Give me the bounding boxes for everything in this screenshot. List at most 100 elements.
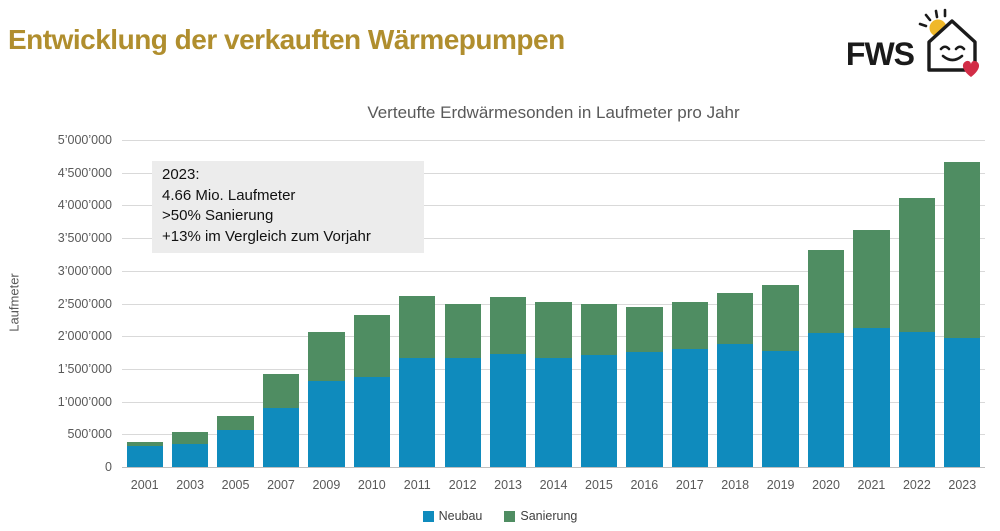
bar-column-2022 (894, 140, 939, 467)
bar-segment-sanierung-2011 (399, 295, 436, 358)
bar-segment-neubau-2014 (535, 358, 572, 467)
bar-segment-neubau-2018 (717, 344, 754, 467)
y-axis-ticks: 0 500’000 1’000’000 1’500’000 2’000’000 2’500… (0, 133, 113, 474)
legend: Neubau Sanierung (0, 509, 1000, 523)
annotation-box: 2023: 4.66 Mio. Laufmeter >50% Sanierung… (152, 161, 424, 253)
bar-segment-neubau-2005 (217, 430, 254, 467)
bar-segment-sanierung-2005 (217, 416, 254, 431)
bar-2005 (217, 416, 254, 467)
sun-rays-icon (918, 8, 947, 28)
bar-2021 (853, 229, 890, 467)
x-tick-label: 2003 (176, 478, 205, 492)
bar-2014 (535, 302, 572, 467)
bar-2012 (444, 303, 481, 467)
bar-segment-sanierung-2007 (262, 373, 300, 408)
y-tick-label: 1’000’000 (57, 394, 112, 409)
y-tick-label: 1’500’000 (57, 361, 112, 376)
bar-segment-neubau-2007 (262, 407, 300, 467)
annotation-line: >50% Sanierung (162, 207, 274, 224)
gridline (122, 205, 985, 207)
bar-column-2018 (712, 140, 757, 467)
bar-segment-sanierung-2018 (717, 293, 754, 345)
house-outline-icon (927, 19, 977, 72)
y-tick-label: 0 (105, 460, 112, 474)
bar-column-2012 (440, 140, 485, 467)
bar-segment-neubau-2019 (762, 351, 799, 467)
bar-segment-neubau-2011 (399, 357, 436, 467)
bar-segment-sanierung-2015 (580, 303, 618, 356)
bar-segment-neubau-2023 (944, 337, 981, 467)
x-tick-label: 2013 (494, 478, 522, 492)
bar-segment-neubau-2022 (898, 331, 936, 467)
annotation-line: +13% im Vergleich zum Vorjahr (162, 227, 371, 245)
page-title: Entwicklung der verkauften Wärmepumpen (8, 24, 565, 55)
x-tick-label: 2009 (312, 478, 341, 492)
sanierung-swatch-icon (504, 510, 516, 522)
bar-2013 (489, 296, 527, 467)
bar-column-2005 (213, 140, 258, 467)
x-tick-label: 2012 (448, 478, 477, 492)
bar-segment-sanierung-2021 (853, 229, 890, 328)
bar-column-2007 (258, 140, 303, 467)
x-tick-label: 2023 (948, 478, 977, 492)
bar-column-2011 (395, 140, 440, 467)
bar-segment-sanierung-2013 (489, 296, 527, 354)
bar-2019 (762, 284, 799, 467)
neubau-swatch-icon (422, 510, 434, 522)
smiley-eyes-icon (939, 45, 966, 51)
bar-segment-sanierung-2003 (171, 431, 209, 445)
bar-segment-neubau-2021 (853, 327, 890, 467)
x-axis-line (122, 467, 985, 468)
gridline (122, 140, 985, 141)
bars (122, 140, 985, 467)
bar-2007 (262, 373, 300, 467)
legend-item-sanierung: Sanierung (504, 509, 577, 523)
bar-2015 (580, 303, 618, 467)
x-tick-label: 2015 (585, 478, 613, 492)
bar-segment-sanierung-2014 (535, 302, 572, 359)
y-tick-label: 4’500’000 (57, 165, 112, 180)
bar-column-2021 (849, 140, 894, 467)
x-axis-labels: 2001 2003 2005 2007 2009 2010 2011 2012 2013 2014… (122, 478, 985, 492)
x-tick-label: 2017 (675, 478, 704, 492)
annotation-line: 2023: (162, 166, 200, 183)
bar-segment-sanierung-2017 (671, 301, 708, 349)
fws-house-icon (916, 8, 982, 83)
x-tick-label: 2014 (539, 478, 568, 492)
fws-logo: FWS (846, 8, 982, 83)
bar-column-2023 (940, 140, 985, 467)
bar-column-2017 (667, 140, 712, 467)
bar-2003 (171, 431, 209, 467)
x-tick-label: 2005 (221, 478, 250, 492)
bar-segment-sanierung-2019 (762, 284, 799, 352)
bar-segment-sanierung-2009 (308, 332, 345, 382)
bar-segment-neubau-2012 (444, 358, 481, 467)
y-tick-label: 500’000 (67, 427, 113, 442)
bar-segment-sanierung-2023 (944, 162, 981, 338)
y-tick-label: 5’000’000 (57, 133, 112, 147)
annotation-line: 4.66 Mio. Laufmeter (162, 186, 296, 204)
bar-segment-neubau-2017 (671, 348, 708, 467)
legend-label: Sanierung (520, 509, 578, 523)
x-tick-label: 2022 (902, 478, 931, 492)
x-tick-label: 2021 (857, 478, 886, 492)
smile-icon (941, 54, 964, 62)
bar-column-2020 (803, 140, 848, 467)
bar-2018 (717, 293, 754, 467)
gridline (122, 172, 985, 174)
bar-segment-neubau-2020 (807, 332, 845, 467)
bar-column-2014 (531, 140, 576, 467)
bar-segment-neubau-2013 (489, 353, 527, 467)
x-tick-label: 2007 (267, 478, 295, 492)
y-tick-label: 4’000’000 (57, 198, 112, 213)
x-tick-label: 2019 (766, 478, 795, 492)
bar-2022 (898, 197, 936, 467)
heart-icon (962, 60, 980, 77)
legend-label: Neubau (438, 509, 483, 523)
y-tick-label: 3’500’000 (57, 231, 112, 246)
bar-segment-neubau-2009 (308, 381, 345, 467)
bar-2017 (671, 301, 708, 467)
bar-2023 (944, 162, 981, 467)
bar-segment-neubau-2016 (626, 351, 663, 467)
